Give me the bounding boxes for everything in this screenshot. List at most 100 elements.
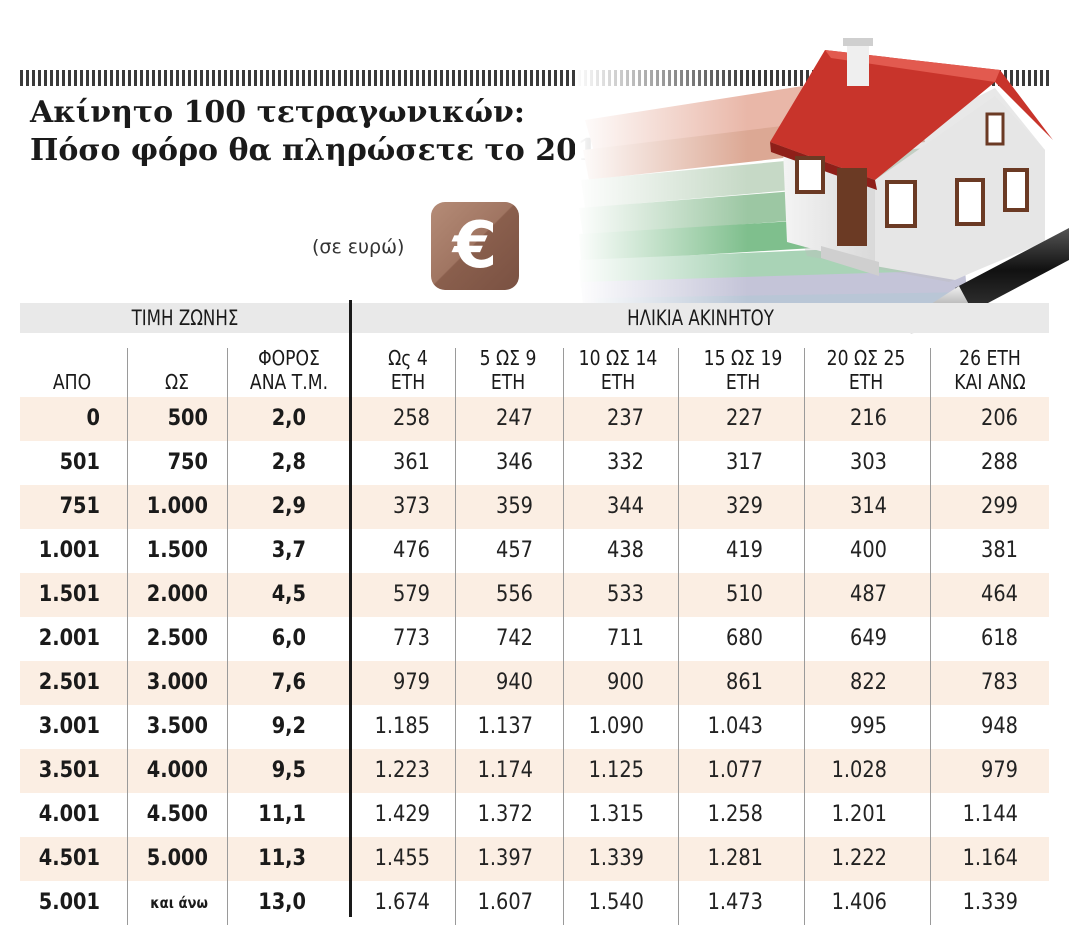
table-cell: 2.000 [146,582,208,607]
column-header-line: 5 ΩΣ 9 [479,346,537,370]
table-cell: 247 [496,406,533,431]
house-illustration [575,38,1069,334]
table-cell: 4.501 [38,846,100,871]
table-cell: 1.090 [588,714,644,739]
column-header-line: 20 ΩΣ 25 [826,346,906,370]
column-header-7: 20 ΩΣ 25 ΕΤΗ [814,342,917,394]
column-header-line: 26 ΕΤΗ [959,346,1021,370]
table-cell: 773 [393,626,430,651]
table-cell: 1.429 [374,802,430,827]
table-cell: 1.607 [477,890,533,915]
table-cell: 556 [496,582,533,607]
column-header-line: ΦΟΡΟΣ [258,346,320,370]
table-cell: 3.500 [146,714,208,739]
table-cell: 649 [850,626,887,651]
table-cell: 1.125 [588,758,644,783]
column-header-line: ΚΑΙ ΑΝΩ [954,370,1026,394]
table-cell: 1.164 [962,846,1018,871]
table-cell: 457 [496,538,533,563]
column-divider [678,348,679,925]
column-header-line: ΕΤΗ [848,370,884,394]
table-cell: 258 [393,406,430,431]
column-divider [804,348,805,925]
table-cell: 400 [850,538,887,563]
table-row [20,485,1049,529]
price-zone-header: ΤΙΜΗ ΖΩΝΗΣ [131,306,239,330]
table-cell: 711 [607,626,644,651]
table-cell: 11,1 [258,802,306,827]
column-header-2: ΦΟΡΟΣ ΑΝΑ Τ.Μ. [237,342,340,394]
table-cell: 1.174 [477,758,533,783]
table-cell: 533 [607,582,644,607]
column-header-line: ΩΣ [164,370,189,394]
page-title: Ακίνητο 100 τετραγωνικών: Πόσο φόρο θα π… [30,94,650,170]
table-cell: 2.500 [146,626,208,651]
table-cell: 3.001 [38,714,100,739]
table-cell: 979 [981,758,1018,783]
table-cell: 861 [726,670,763,695]
table-cell: 329 [726,494,763,519]
column-divider [127,348,128,925]
table-cell: 1.455 [374,846,430,871]
table-cell: 948 [981,714,1018,739]
table-cell: 822 [850,670,887,695]
table-cell: 510 [726,582,763,607]
table-cell: 13,0 [258,890,306,915]
table-cell: 0 [86,406,100,431]
column-header-line: ΕΤΗ [600,370,636,394]
table-cell: 501 [59,450,100,475]
table-cell: 346 [496,450,533,475]
column-header-8: 26 ΕΤΗ ΚΑΙ ΑΝΩ [938,342,1041,394]
table-cell: 1.028 [831,758,887,783]
table-cell: 476 [393,538,430,563]
table-cell: 487 [850,582,887,607]
table-cell: 1.473 [707,890,763,915]
table-cell: 979 [393,670,430,695]
table-cell: 1.540 [588,890,644,915]
table-cell: 299 [981,494,1018,519]
table-row [20,661,1049,705]
house-image [770,38,1053,282]
table-cell: 680 [726,626,763,651]
table-cell: 1.144 [962,802,1018,827]
table-cell: 2,8 [271,450,306,475]
table-cell: 1.339 [588,846,644,871]
table-row [20,837,1049,881]
column-divider [930,348,931,925]
table-cell: 900 [607,670,644,695]
column-header-3: Ως 4 ΕΤΗ [361,342,456,394]
table-cell: 5.000 [146,846,208,871]
table-cell: 361 [393,450,430,475]
table-cell: 1.339 [962,890,1018,915]
column-header-5: 10 ΩΣ 14 ΕΤΗ [566,342,669,394]
table-cell: 742 [496,626,533,651]
table-cell: 288 [981,450,1018,475]
table-cell: 344 [607,494,644,519]
table-cell: 4.000 [146,758,208,783]
table-cell: 373 [393,494,430,519]
table-cell: 1.223 [374,758,430,783]
column-header-line: 10 ΩΣ 14 [578,346,658,370]
table-row [20,573,1049,617]
column-header-line: Ως 4 [388,346,428,370]
table-cell: 783 [981,670,1018,695]
title-line-1: Ακίνητο 100 τετραγωνικών: [30,95,525,130]
table-cell: 3.501 [38,758,100,783]
title-line-2: Πόσο φόρο θα πληρώσετε το 2014 [30,133,619,168]
table-cell: 750 [167,450,208,475]
table-cell: 1.077 [707,758,763,783]
table-cell: 317 [726,450,763,475]
table-cell: 1.137 [477,714,533,739]
column-header-line: ΑΠΟ [52,370,92,394]
table-cell: 359 [496,494,533,519]
table-cell: και άνω [150,894,208,912]
column-header-1: ΩΣ [134,342,220,394]
table-cell: 332 [607,450,644,475]
table-cell: 1.000 [146,494,208,519]
table-cell: 419 [726,538,763,563]
table-cell: 500 [167,406,208,431]
table-cell: 206 [981,406,1018,431]
table-cell: 381 [981,538,1018,563]
column-header-4: 5 ΩΣ 9 ΕΤΗ [461,342,556,394]
table-cell: 1.501 [38,582,100,607]
